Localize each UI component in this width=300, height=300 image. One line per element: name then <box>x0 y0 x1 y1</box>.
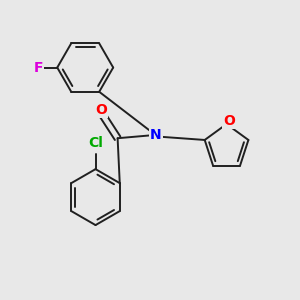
Text: Cl: Cl <box>88 136 103 150</box>
Text: O: O <box>224 114 236 128</box>
Text: N: N <box>150 128 162 142</box>
Text: O: O <box>95 103 107 117</box>
Text: F: F <box>33 61 43 75</box>
